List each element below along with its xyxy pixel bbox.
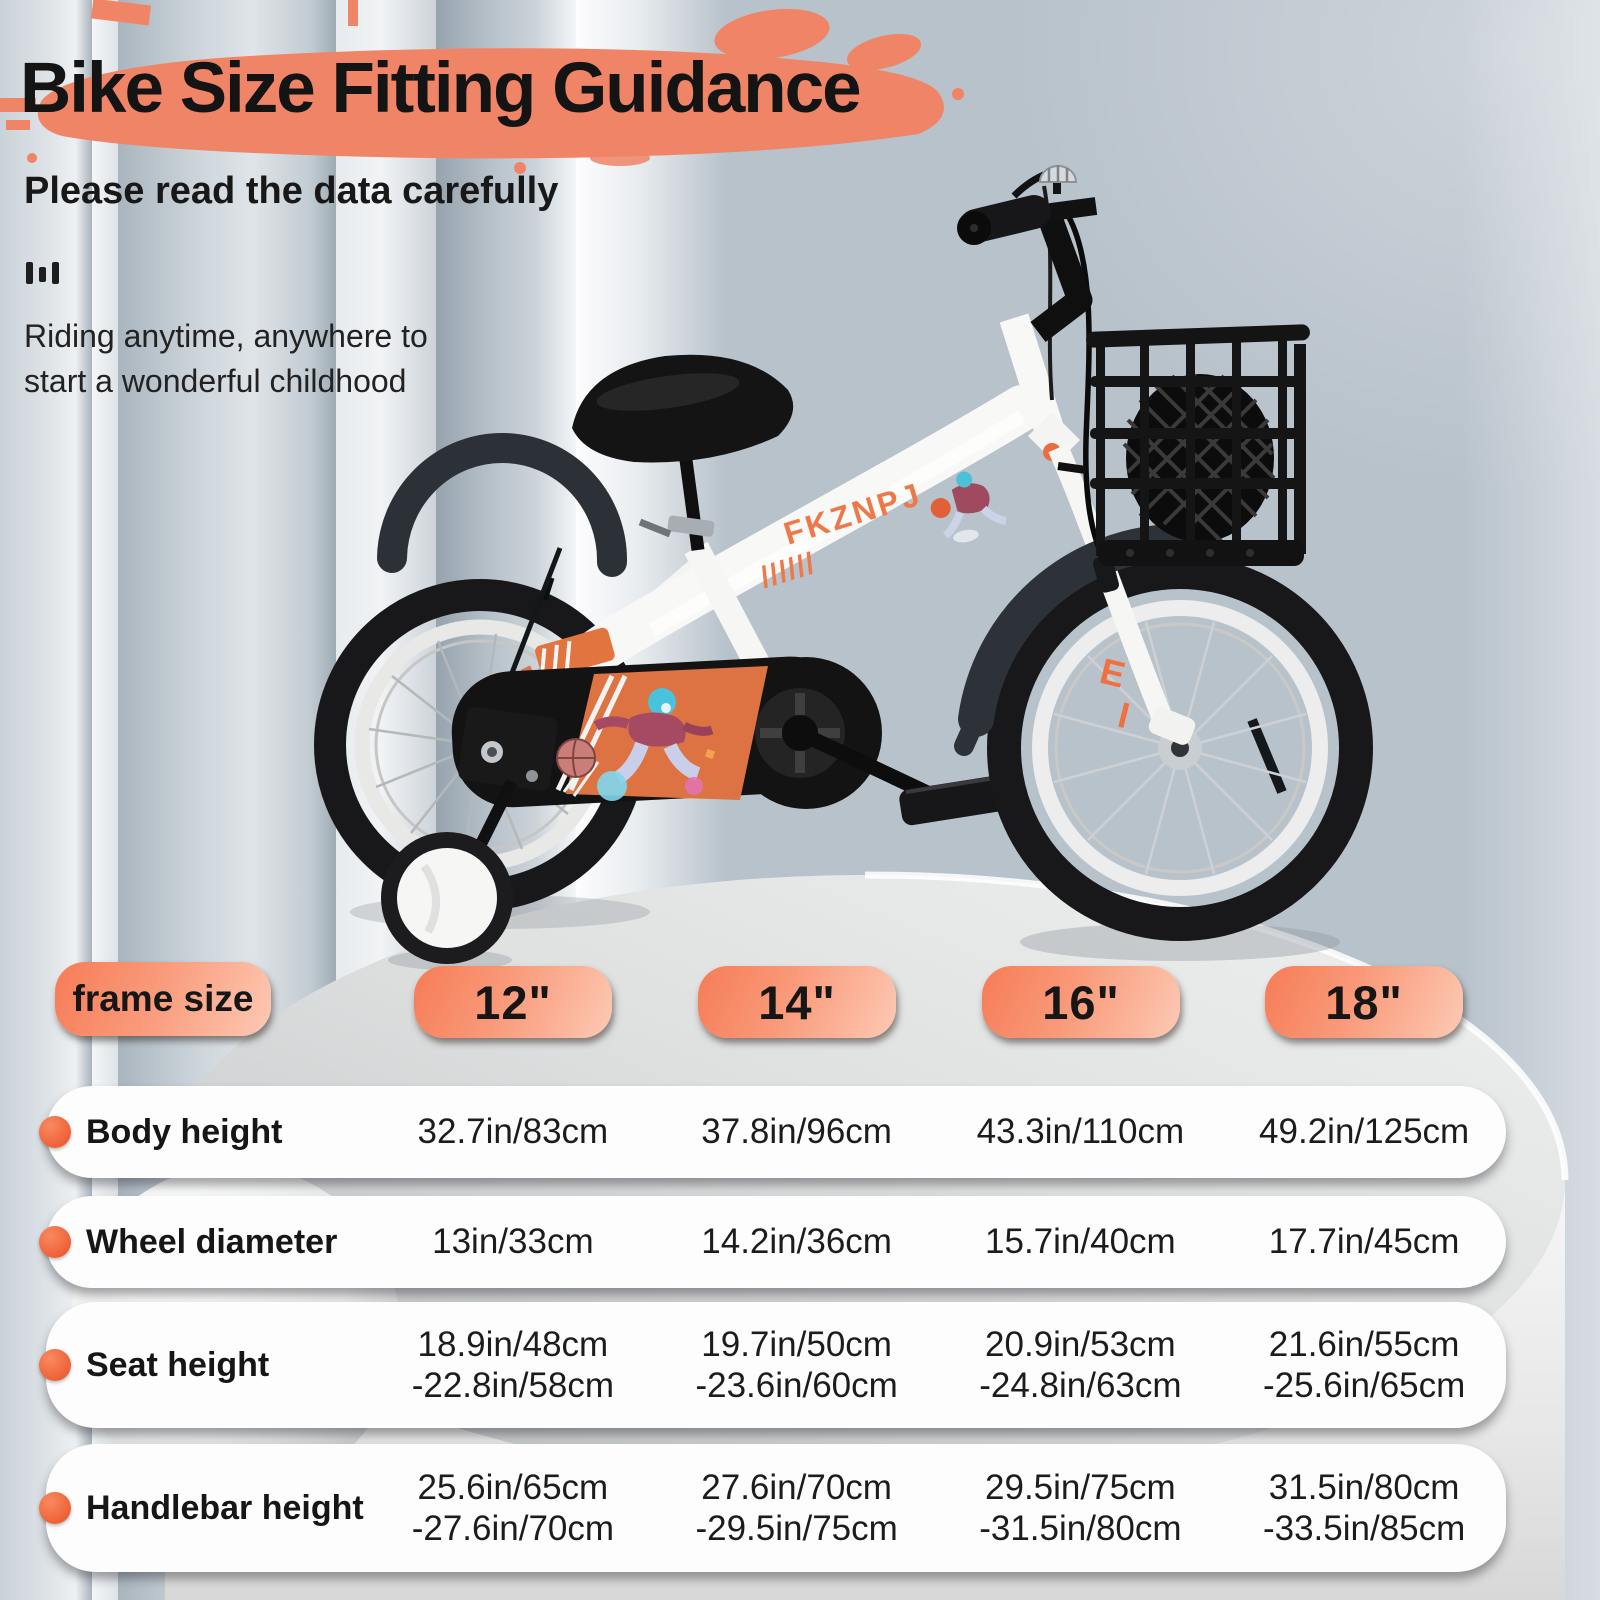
row-label: Seat height xyxy=(86,1345,270,1384)
cell-value: 18.9in/48cm -22.8in/58cm xyxy=(411,1324,615,1405)
basketball-decal xyxy=(556,738,596,778)
bullet-dot-icon xyxy=(39,1492,71,1524)
column-label: 16" xyxy=(1042,975,1120,1029)
table-row-seat-height: Seat height 18.9in/48cm -22.8in/58cm 19.… xyxy=(39,1302,1506,1428)
bike-chainguard xyxy=(451,656,882,809)
bike-handlebar xyxy=(957,165,1119,593)
cell-value: 19.7in/50cm -23.6in/60cm xyxy=(695,1324,898,1405)
column-pill-12in: 12" xyxy=(414,966,612,1038)
brand-text: FKZNPJ xyxy=(780,476,927,552)
bike-front-fender xyxy=(954,524,1191,756)
cell-value: 27.6in/70cm -29.5in/75cm xyxy=(695,1467,898,1548)
column-label: frame size xyxy=(72,978,254,1019)
bike-brand-decal: FKZNPJ ////// xyxy=(756,476,926,595)
column-label: 12" xyxy=(474,975,552,1029)
bike-fork: E I xyxy=(1048,443,1196,745)
bike-training-wheel xyxy=(381,706,558,964)
fork-decal-i: I xyxy=(1114,694,1134,736)
quote-bars-icon xyxy=(26,262,59,284)
cell-value: 25.6in/65cm -27.6in/70cm xyxy=(411,1467,615,1548)
page-title: Bike Size Fitting Guidance xyxy=(20,49,862,128)
kickstand xyxy=(1247,718,1287,794)
fork-decal-e: E xyxy=(1096,650,1129,696)
cell-value: 21.6in/55cm -25.6in/65cm xyxy=(1262,1324,1466,1405)
bike-pedal xyxy=(792,725,1013,826)
column-pill-14in: 14" xyxy=(698,966,896,1038)
column-label: 14" xyxy=(758,975,836,1029)
bullet-dot-icon xyxy=(39,1349,71,1381)
cell-value: 13in/33cm xyxy=(432,1222,594,1262)
cell-value: 20.9in/53cm -24.8in/63cm xyxy=(979,1324,1182,1405)
headtube-badge xyxy=(1043,443,1061,461)
row-label: Body height xyxy=(86,1112,283,1151)
cell-value: 14.2in/36cm xyxy=(701,1222,892,1262)
page-subtitle: Please read the data carefully xyxy=(24,170,559,212)
bell-icon xyxy=(1038,165,1078,194)
cell-value: 37.8in/96cm xyxy=(701,1112,892,1152)
cell-value: 49.2in/125cm xyxy=(1259,1112,1470,1152)
row-label: Handlebar height xyxy=(86,1488,364,1527)
front-wheel-shadow xyxy=(1020,923,1340,961)
table-row-wheel-diameter: Wheel diameter 13in/33cm 14.2in/36cm 15.… xyxy=(39,1196,1506,1288)
row-label: Wheel diameter xyxy=(86,1222,338,1261)
column-pill-18in: 18" xyxy=(1265,966,1463,1038)
column-pill-16in: 16" xyxy=(982,966,1180,1038)
cell-value: 15.7in/40cm xyxy=(985,1222,1176,1262)
chainguard-skater-art xyxy=(593,688,716,801)
tagline: Riding anytime, anywhere to start a wond… xyxy=(24,318,428,400)
top-right-glow xyxy=(1000,0,1600,500)
bike-basket xyxy=(1057,324,1310,566)
frame-checker-decal xyxy=(521,627,615,686)
hash-decal: ////// xyxy=(756,547,819,595)
cell-value: 17.7in/45cm xyxy=(1268,1222,1460,1262)
brush-stroke xyxy=(0,0,964,174)
cell-value: 43.3in/110cm xyxy=(976,1112,1185,1152)
column-label: 18" xyxy=(1325,975,1403,1029)
bike-frame xyxy=(482,313,1081,762)
table-row-body-height: Body height 32.7in/83cm 37.8in/96cm 43.3… xyxy=(39,1086,1506,1178)
cell-value: 31.5in/80cm -33.5in/85cm xyxy=(1262,1467,1466,1548)
rear-wheel-shadow xyxy=(350,895,650,929)
bullet-dot-icon xyxy=(39,1116,71,1148)
column-pill-frame-size: frame size xyxy=(55,962,271,1036)
cell-value: 29.5in/75cm -31.5in/80cm xyxy=(979,1467,1182,1548)
bike-saddle xyxy=(572,354,794,551)
bike-rear-wheel xyxy=(314,577,646,911)
table-row-handlebar-height: Handlebar height 25.6in/65cm -27.6in/70c… xyxy=(39,1444,1506,1572)
bike-front-wheel xyxy=(987,555,1373,941)
cell-value: 32.7in/83cm xyxy=(417,1112,609,1152)
bike-rear-fender xyxy=(377,433,628,713)
frame-skater-sticker xyxy=(930,471,1007,543)
bullet-dot-icon xyxy=(39,1226,71,1258)
